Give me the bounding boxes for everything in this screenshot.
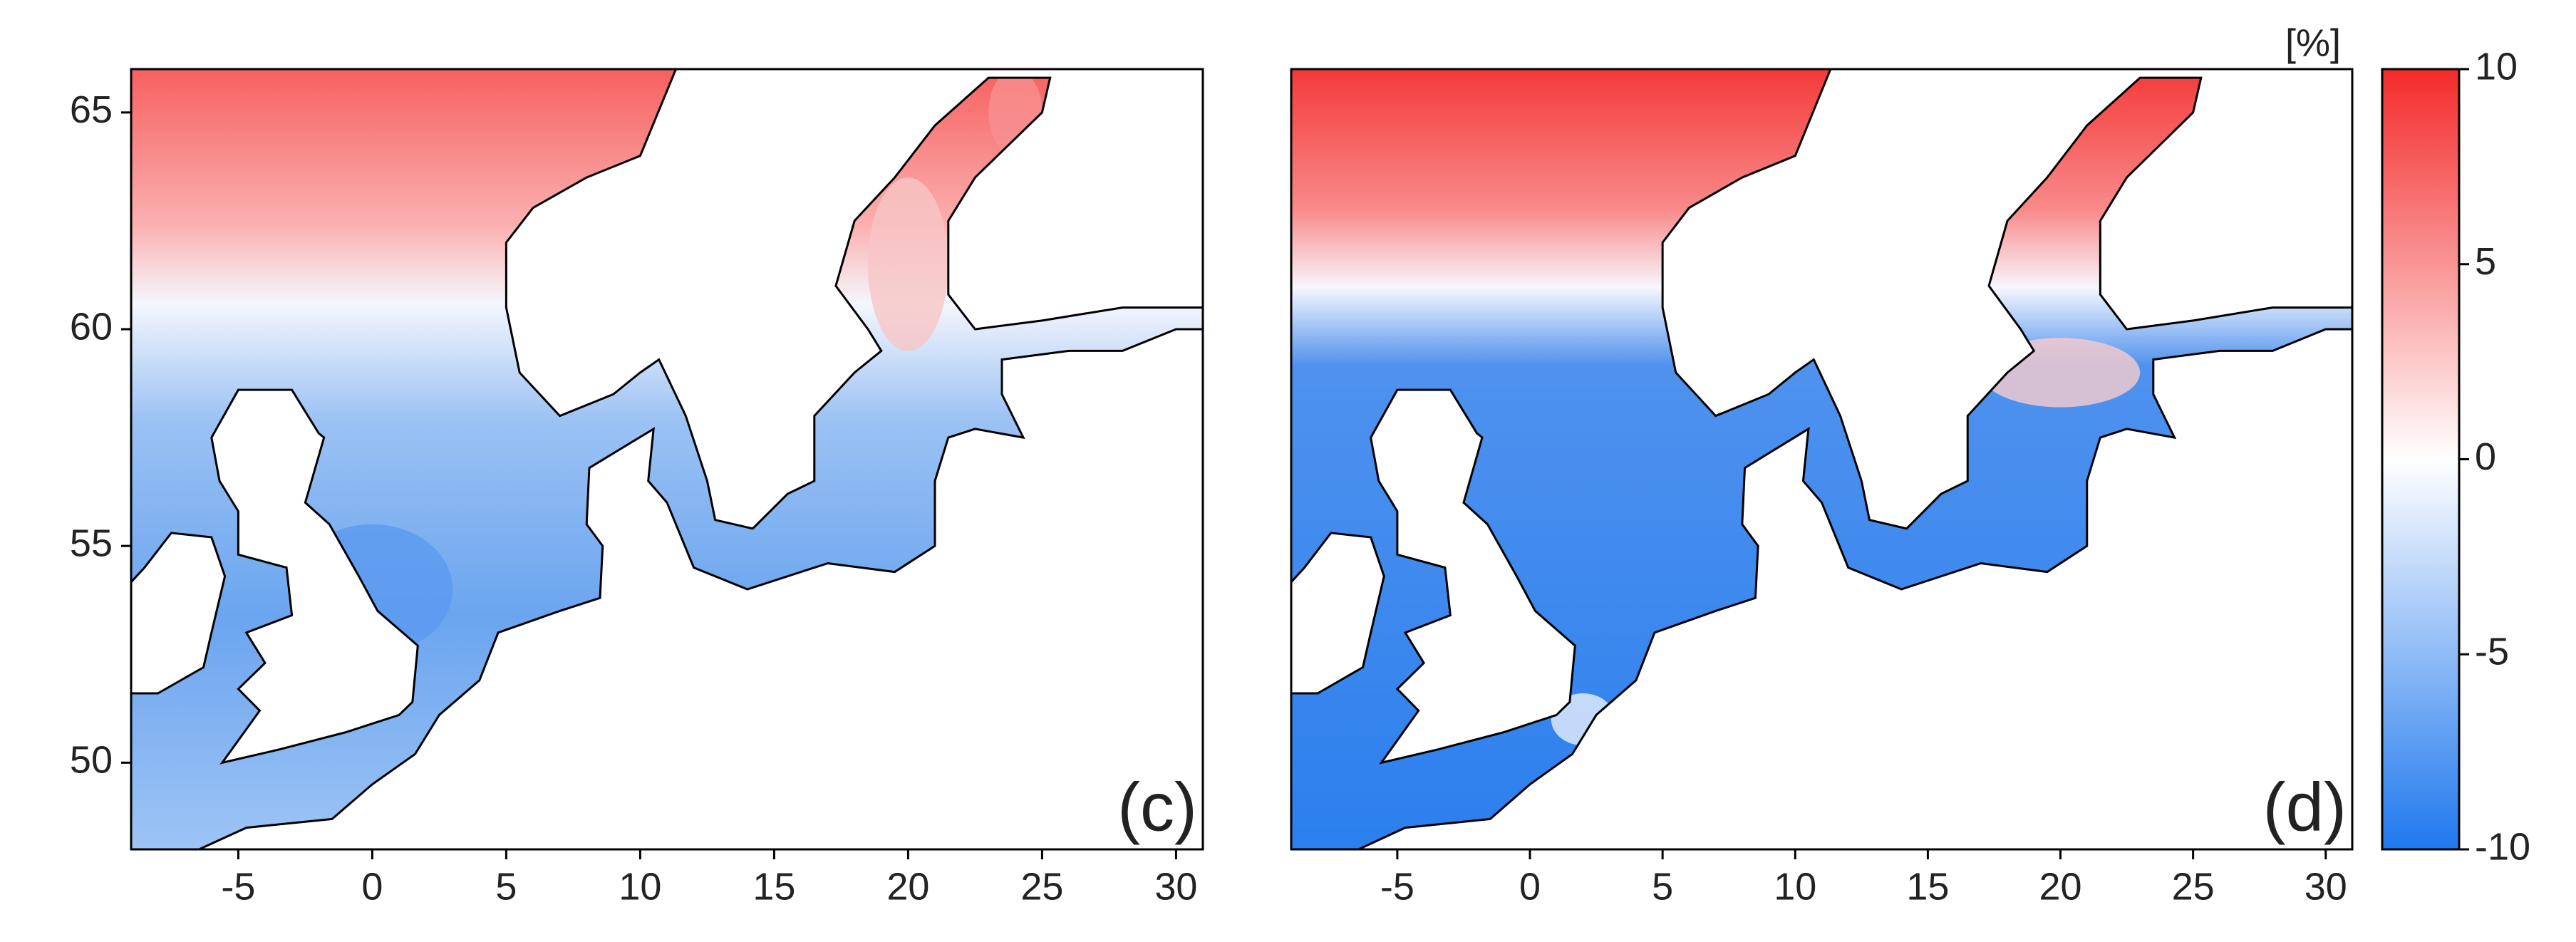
- x-tick-label: 0: [361, 865, 383, 908]
- x-tick-label: 15: [1906, 865, 1949, 908]
- land: [131, 532, 227, 695]
- map-panel: [131, 69, 1203, 849]
- x-tick-label: 30: [1154, 865, 1197, 908]
- colorbar-tick-label: -10: [2475, 825, 2530, 868]
- land: [196, 328, 1203, 849]
- x-tick-label: -5: [1380, 865, 1414, 908]
- x-tick-label: -5: [221, 865, 255, 908]
- colorbar-label: [%]: [2285, 21, 2341, 64]
- x-tick-label: 10: [1774, 865, 1816, 908]
- x-tick-label: 5: [1652, 865, 1673, 908]
- map-panel: [1291, 69, 2352, 849]
- x-tick-label: 20: [886, 865, 929, 908]
- x-tick-label: 30: [2305, 865, 2347, 908]
- field-patch: [868, 177, 948, 351]
- y-tick-label: 60: [70, 305, 113, 348]
- colorbar: [2381, 68, 2461, 851]
- x-tick-label: 25: [2172, 865, 2215, 908]
- land: [1661, 69, 2352, 530]
- y-tick-label: 65: [70, 88, 113, 131]
- x-tick-label: 10: [619, 865, 661, 908]
- y-tick-label: 55: [70, 522, 113, 564]
- land: [505, 69, 1203, 530]
- x-tick-label: 25: [1020, 865, 1063, 908]
- x-tick-label: 15: [752, 865, 795, 908]
- land: [1355, 328, 2352, 849]
- x-tick-label: 0: [1519, 865, 1541, 908]
- x-tick-label: 20: [2039, 865, 2081, 908]
- colorbar-tick-label: 5: [2475, 240, 2496, 283]
- x-tick-label: 5: [495, 865, 517, 908]
- panel-label: (d): [2263, 769, 2347, 845]
- colorbar-tick-label: 0: [2475, 435, 2496, 478]
- colorbar-tick-label: -5: [2475, 631, 2509, 673]
- land: [210, 388, 419, 765]
- colorbar-tick-label: 10: [2475, 45, 2518, 88]
- panel-frame: [1290, 68, 2354, 851]
- land: [1291, 532, 1385, 695]
- panel-label: (c): [1117, 769, 1197, 845]
- land: [1370, 388, 1576, 765]
- y-tick-label: 50: [70, 739, 113, 782]
- panel-frame: [130, 68, 1204, 851]
